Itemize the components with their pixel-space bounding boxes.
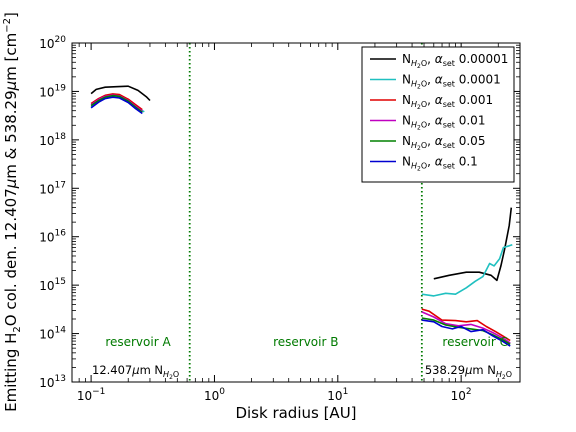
x-tick-label: 100 (204, 387, 225, 403)
legend-entry: NH2O, αset 0.05 (402, 134, 485, 152)
series-line (433, 207, 513, 282)
legend-frame (361, 46, 515, 183)
y-tick-label: 1015 (39, 277, 66, 293)
y-tick-label: 1018 (39, 132, 66, 148)
legend-entry: NH2O, αset 0.0001 (402, 73, 501, 91)
series-line (90, 94, 143, 113)
legend: NH2O, αset 0.00001 NH2O, αset 0.0001 NH2O,… (361, 46, 515, 183)
series-line (421, 311, 511, 344)
series-line (421, 319, 511, 347)
series-line (90, 96, 143, 115)
region-labels: reservoir A reservoir B reservoir C (105, 335, 508, 349)
y-axis-label: Emitting H2O col. den. 12.407μm & 538.29… (2, 12, 23, 412)
corner-label: 538.29μm NH2O (425, 363, 512, 381)
series-line (90, 93, 143, 111)
legend-entry: NH2O, αset 0.001 (402, 93, 493, 111)
legend-entry: NH2O, αset 0.1 (402, 155, 478, 173)
y-tick-label: 1020 (39, 35, 66, 51)
corner-label: 12.407μm NH2O (92, 363, 179, 381)
region-label: reservoir A (105, 335, 171, 349)
x-tick-label: 102 (451, 387, 472, 403)
y-tick-label: 1017 (39, 180, 66, 196)
series-line (421, 317, 511, 345)
x-tick-label: 10−1 (77, 387, 106, 403)
x-tick-label: 101 (327, 387, 348, 403)
series-line (90, 85, 151, 102)
region-label: reservoir B (273, 335, 338, 349)
legend-entry: NH2O, αset 0.00001 (402, 52, 508, 70)
region-label: reservoir C (442, 335, 508, 349)
y-tick-label: 1016 (39, 229, 66, 245)
series-line (421, 244, 513, 297)
corner-labels: 12.407μm NH2O 538.29μm NH2O (92, 363, 512, 381)
series-line (421, 308, 511, 342)
series-lines (90, 85, 513, 347)
legend-entry: NH2O, αset 0.01 (402, 114, 485, 132)
plot-frame (71, 42, 521, 383)
y-tick-label: 1013 (39, 374, 66, 390)
x-axis-label: Disk radius [AU] (235, 404, 356, 422)
y-tick-label: 1019 (39, 83, 66, 99)
y-tick-label: 1014 (39, 326, 66, 342)
